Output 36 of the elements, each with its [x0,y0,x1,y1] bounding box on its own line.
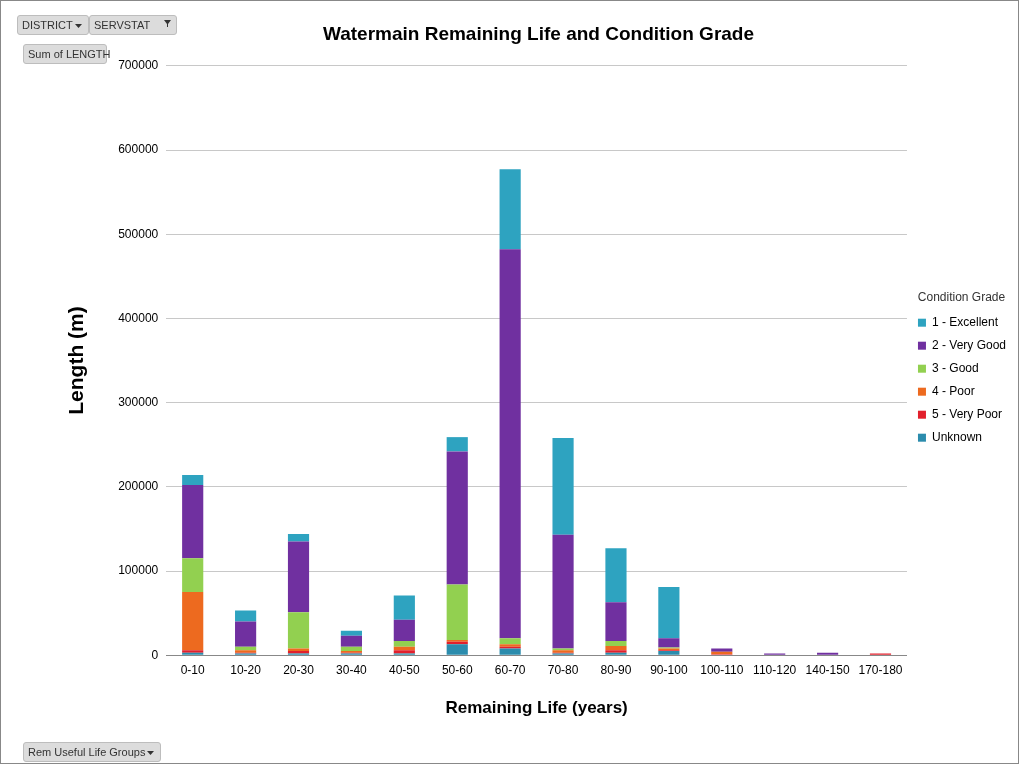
x-tick-label: 170-180 [858,662,903,677]
legend-label: Unknown [931,430,982,445]
x-tick-label: 0-10 [180,662,206,677]
x-axis-title: Remaining Life (years) [445,698,628,718]
x-tick-label: 40-50 [388,662,420,677]
chart-title: Watermain Remaining Life and Condition Grade [322,22,755,44]
x-tick-label: 80-90 [600,662,632,677]
legend-label: 4 - Poor [931,384,975,399]
y-tick-label: 300000 [118,394,159,409]
text: Sum of LENGTH [28,48,111,60]
x-tick-label: 10-20 [230,662,262,677]
y-tick-label: 700000 [118,58,159,73]
x-tick-label: 90-100 [650,662,688,677]
y-tick-label: 600000 [118,142,159,157]
text: SERVSTAT [94,19,151,31]
x-tick-label: 30-40 [336,662,368,677]
x-tick-label: 60-70 [494,662,526,677]
legend-label: 1 - Excellent [931,315,999,330]
x-tick-label: 70-80 [547,662,579,677]
y-tick-label: 400000 [118,310,159,325]
x-tick-label: 110-120 [753,662,797,677]
y-tick-label: 100000 [118,563,159,578]
x-tick-label: 140-150 [805,662,850,677]
legend-label: 2 - Very Good [931,338,1007,353]
legend-label: 3 - Good [931,361,979,376]
legend-title: Condition Grade [917,289,1006,304]
x-tick-label: 20-30 [283,662,315,677]
y-tick-label: 200000 [118,479,159,494]
y-tick-label: 0 [151,647,159,662]
text: Rem Useful Life Groups [28,746,146,758]
x-tick-label: 50-60 [441,662,473,677]
y-axis-title: Length (m) [64,306,88,415]
x-tick-label: 100-110 [700,662,744,677]
text: DISTRICT [22,19,73,31]
legend-label: 5 - Very Poor [931,407,1002,422]
y-tick-label: 500000 [118,226,159,241]
